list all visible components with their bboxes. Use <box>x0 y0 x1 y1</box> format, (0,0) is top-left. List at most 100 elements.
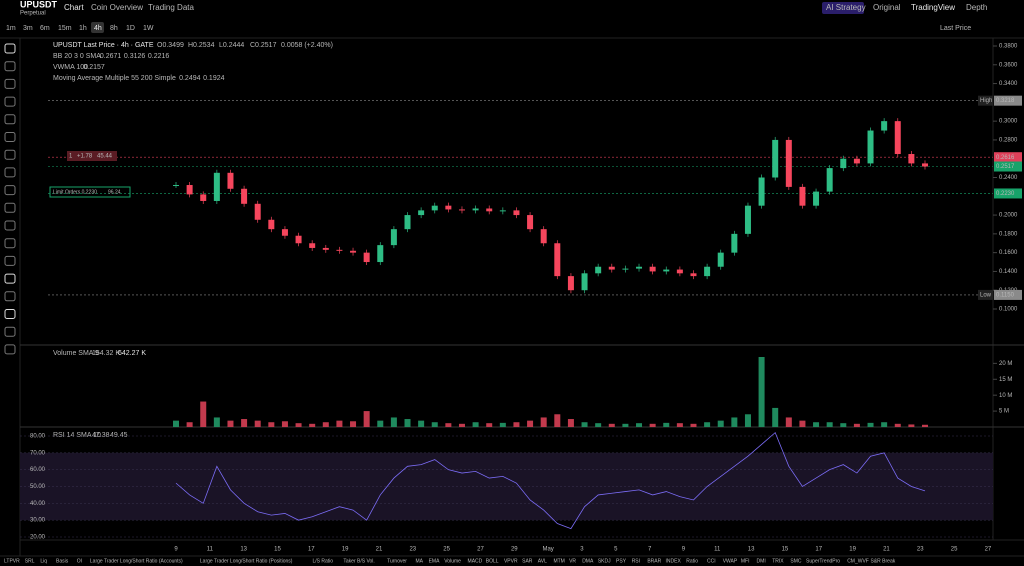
interval[interactable]: 1D <box>126 25 135 32</box>
indicator-tab[interactable]: SuperTrendPro <box>806 558 840 564</box>
indicator-tab[interactable]: LTPVR <box>4 558 20 564</box>
interval[interactable]: 15m <box>58 25 72 32</box>
interval[interactable]: 3m <box>23 25 33 32</box>
tool-icon[interactable] <box>4 132 16 142</box>
limit[interactable]: Limit Orders 0.2230 <box>53 189 97 195</box>
tool-icon[interactable] <box>4 149 16 160</box>
candle <box>241 188 248 204</box>
tool-icon[interactable] <box>4 202 16 213</box>
candle <box>213 172 220 201</box>
header-link[interactable]: TradingView <box>911 3 955 12</box>
volume-bar <box>540 417 547 427</box>
price-mode[interactable]: Last Price <box>940 25 971 32</box>
header-link[interactable]: Depth <box>966 3 987 12</box>
candle <box>445 205 452 210</box>
indicator-tab[interactable]: CCI <box>707 558 716 564</box>
tool-icon[interactable] <box>4 61 16 72</box>
indicator-tab[interactable]: S&R Break <box>871 558 896 564</box>
candle <box>799 186 806 206</box>
price-badge <box>994 188 1022 199</box>
indicator-tab[interactable]: MTM <box>553 558 564 564</box>
tool-icon[interactable] <box>4 309 16 319</box>
indicator-tab[interactable]: Turnover <box>387 558 407 564</box>
indicator-tab[interactable]: Large Trader Long/Short Ratio (Positions… <box>200 558 293 564</box>
indicator-tab[interactable]: SRL <box>25 558 35 564</box>
indicator-tab[interactable]: DMI <box>757 558 766 564</box>
tag: High <box>980 98 992 104</box>
indicator-tab[interactable]: PSY <box>616 558 627 564</box>
position[interactable]: 45.44 <box>97 154 113 160</box>
volume-tick: 10 M <box>999 393 1012 399</box>
indicator-tab[interactable]: BOLL <box>486 558 499 564</box>
indicator-tab[interactable]: DMA <box>582 558 594 564</box>
indicator-tab[interactable]: Large Trader Long/Short Ratio (Accounts) <box>90 558 183 564</box>
tool-icon[interactable] <box>4 220 16 231</box>
indicator-tab[interactable]: L/S Ratio <box>312 558 333 564</box>
indicator-tab[interactable]: Liq <box>40 558 47 564</box>
interval[interactable]: 8h <box>110 25 118 32</box>
indicator-tab[interactable]: VWAP <box>723 558 738 564</box>
indicator-tab[interactable]: SMC <box>790 558 802 564</box>
tool-icon[interactable] <box>4 78 16 89</box>
limit-qty[interactable]: 96.24 <box>108 189 121 195</box>
interval[interactable]: 4h <box>94 25 102 32</box>
tab[interactable]: Chart <box>64 3 84 12</box>
volume-bar <box>445 423 452 427</box>
tab[interactable]: Trading Data <box>148 3 195 12</box>
interval[interactable]: 1m <box>6 25 16 32</box>
tool-icon[interactable] <box>4 114 16 125</box>
indicator-tab[interactable]: OI <box>77 558 82 564</box>
interval[interactable]: 6m <box>40 25 50 32</box>
indicator-tab[interactable]: SKDJ <box>598 558 611 564</box>
indicator-tab[interactable]: Taker B/S Vol. <box>343 558 374 564</box>
legend-title: UPUSDT Last Price · 4h · GATE <box>53 42 154 49</box>
indicator-tab[interactable]: TRIX <box>772 558 784 564</box>
indicator-tab[interactable]: MACD <box>468 558 483 564</box>
tool-icon[interactable] <box>4 326 16 337</box>
candle <box>486 208 493 212</box>
indicator-tab[interactable]: VPVR <box>504 558 518 564</box>
indicator-tab[interactable]: MA <box>416 558 424 564</box>
indicator-tab[interactable]: BRAR <box>647 558 661 564</box>
tool-icon[interactable] <box>4 273 16 284</box>
tool-icon[interactable] <box>4 255 16 266</box>
indicator-tab[interactable]: RSI <box>632 558 640 564</box>
interval[interactable]: 1h <box>79 25 87 32</box>
tool-icon[interactable] <box>4 167 16 178</box>
volume-bar <box>813 422 820 427</box>
interval[interactable]: 1W <box>143 25 154 32</box>
indicator-tab[interactable]: Basis <box>56 558 69 564</box>
indicator-tab[interactable]: Volume <box>444 558 461 564</box>
indicator-tab[interactable]: SAR <box>522 558 533 564</box>
indicator-tab[interactable]: INDEX <box>666 558 682 564</box>
ohlc: L0.2444 <box>219 42 244 49</box>
tool-icon[interactable] <box>4 291 16 302</box>
date: 23 <box>917 547 924 553</box>
tool-icon[interactable] <box>4 43 16 54</box>
tool-icon[interactable] <box>4 185 16 196</box>
volume-bar <box>922 424 928 427</box>
volume-bar <box>513 422 520 427</box>
indicator-tab[interactable]: EMA <box>429 558 441 564</box>
tool-icon[interactable] <box>4 96 16 107</box>
tool-icon[interactable] <box>4 344 16 355</box>
indicator-tab[interactable]: VR <box>569 558 576 564</box>
position[interactable]: +1.78 <box>77 154 93 160</box>
header-link[interactable]: AI Strategy <box>826 3 866 12</box>
candle <box>608 266 615 270</box>
position[interactable]: 1 <box>69 154 73 160</box>
indicator-tab[interactable]: AVL <box>538 558 547 564</box>
indicator-tab[interactable]: MFI <box>741 558 750 564</box>
volume-bar <box>676 423 683 427</box>
tag-badge <box>978 95 993 106</box>
tool-icon[interactable] <box>4 238 16 249</box>
volume-bar <box>622 423 629 427</box>
date: 25 <box>443 547 450 553</box>
tab[interactable]: Coin Overview <box>91 3 143 12</box>
volume-tick: 5 M <box>999 409 1009 415</box>
header-link[interactable]: Original <box>873 3 901 12</box>
rsi-tick: 70.00 <box>30 450 46 456</box>
indicator-tab[interactable]: Ratio <box>686 558 698 564</box>
indicator-tab[interactable]: CM_WVF <box>847 558 869 564</box>
volume-bar <box>268 422 275 427</box>
